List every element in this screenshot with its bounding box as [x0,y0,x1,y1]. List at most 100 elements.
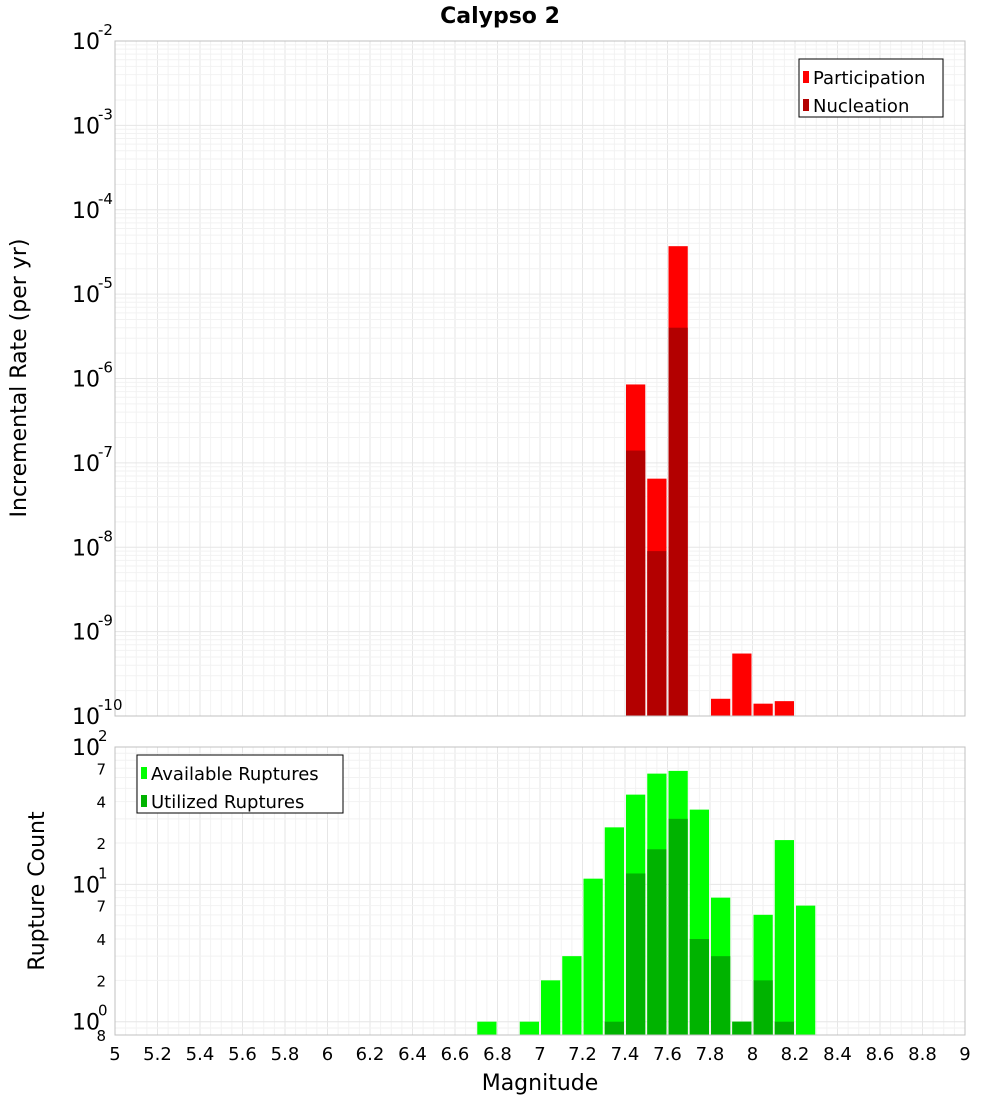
y-tick-label: 10 [72,873,100,898]
legend-swatch [141,795,147,807]
rate-plot-frame [114,40,966,717]
y-tick-exponent: -2 [98,21,113,39]
bar-utilized [689,939,709,1035]
y-tick-exponent: -3 [98,105,113,123]
x-tick-label: 7.2 [568,1044,597,1065]
x-tick-label: 8.4 [823,1044,852,1065]
y-tick-label: 10 [72,736,100,761]
bar-available [774,840,794,1035]
x-tick-label: 8.2 [781,1044,810,1065]
y-tick-label: 10 [72,30,100,55]
chart-title: Calypso 2 [440,4,560,29]
legend-box [136,754,344,814]
bar-nucleation [668,327,688,716]
x-axis-label: Magnitude [482,1071,599,1096]
y-tick-exponent: -4 [98,190,113,208]
legend-swatch [141,767,147,779]
legend-label: Available Ruptures [151,764,319,785]
x-tick-label: 6.2 [356,1044,385,1065]
legend-label: Utilized Ruptures [151,792,304,813]
x-tick-label: 7.4 [611,1044,640,1065]
x-tick-label: 7 [534,1044,545,1065]
bar-utilized [604,1021,624,1035]
y-minor-tick-label: 7 [96,760,106,778]
x-tick-label: 8 [747,1044,758,1065]
bar-available [541,980,561,1035]
x-tick-label: 8.8 [908,1044,937,1065]
bar-nucleation [626,450,646,716]
x-tick-label: 7.8 [696,1044,725,1065]
y-tick-label: 10 [72,283,100,308]
y-minor-tick-label: 4 [96,931,106,949]
bar-participation [711,698,731,716]
x-tick-label: 5.4 [186,1044,215,1065]
bar-participation [753,703,773,716]
bar-available [583,878,603,1035]
rate-y-axis-label: Incremental Rate (per yr) [7,239,32,518]
y-tick-exponent: 2 [98,727,108,745]
bar-utilized [668,818,688,1035]
y-minor-tick-label: 8 [96,1027,106,1045]
x-tick-label: 5.2 [143,1044,172,1065]
y-tick-exponent: -8 [98,527,113,545]
bar-available [562,956,582,1035]
x-tick-label: 5.6 [228,1044,257,1065]
bar-participation [732,653,752,716]
x-tick-label: 6 [322,1044,333,1065]
rate-bars [626,246,794,716]
y-tick-exponent: 0 [98,1002,108,1020]
y-minor-tick-label: 7 [96,898,106,916]
x-ticks: 5 5.2 5.4 5.6 5.8 6 6.2 6.4 6.6 6.8 7 7.2 7.4 7.6 7.8 8… [109,1044,970,1065]
bar-available [796,905,816,1035]
bar-available [477,1021,497,1035]
legend-label: Nucleation [813,96,909,117]
legend-swatch [803,99,809,111]
y-tick-exponent: -5 [98,274,113,292]
y-tick-exponent: -10 [98,696,123,714]
x-tick-label: 6.8 [483,1044,512,1065]
y-tick-exponent: -9 [98,612,113,630]
y-tick-exponent: -7 [98,443,113,461]
y-tick-label: 10 [72,114,100,139]
bar-utilized [647,849,667,1035]
y-tick-label: 10 [72,536,100,561]
x-tick-label: 5.8 [271,1044,300,1065]
x-tick-label: 7.6 [653,1044,682,1065]
x-tick-label: 6.4 [398,1044,427,1065]
x-tick-label: 8.6 [866,1044,895,1065]
count-plot-frame [114,746,966,1036]
x-tick-label: 9 [959,1044,970,1065]
y-tick-label: 10 [72,1011,100,1036]
legend-box [798,58,944,118]
bar-utilized [626,873,646,1035]
y-tick-label: 10 [72,199,100,224]
y-minor-tick-label: 2 [96,835,106,853]
y-tick-label: 10 [72,368,100,393]
bar-nucleation [647,551,667,716]
bar-participation [774,701,794,716]
y-tick-label: 10 [72,705,100,730]
x-tick-label: 6.6 [441,1044,470,1065]
bar-utilized [732,1021,752,1035]
x-tick-label: 5 [109,1044,120,1065]
bar-available [604,827,624,1035]
count-bars [477,770,816,1035]
bar-utilized [774,1021,794,1035]
legend-label: Participation [813,68,925,89]
legend-swatch [803,71,809,83]
y-tick-exponent: -6 [98,359,113,377]
rate-legend: Participation Nucleation [798,58,944,118]
count-legend: Available Ruptures Utilized Ruptures [136,754,344,814]
rate-grid [114,40,966,717]
bar-available [519,1021,539,1035]
count-y-axis-label: Rupture Count [25,811,50,971]
y-tick-exponent: 1 [98,864,108,882]
y-minor-tick-label: 4 [96,794,106,812]
y-tick-label: 10 [72,452,100,477]
bar-utilized [711,956,731,1035]
